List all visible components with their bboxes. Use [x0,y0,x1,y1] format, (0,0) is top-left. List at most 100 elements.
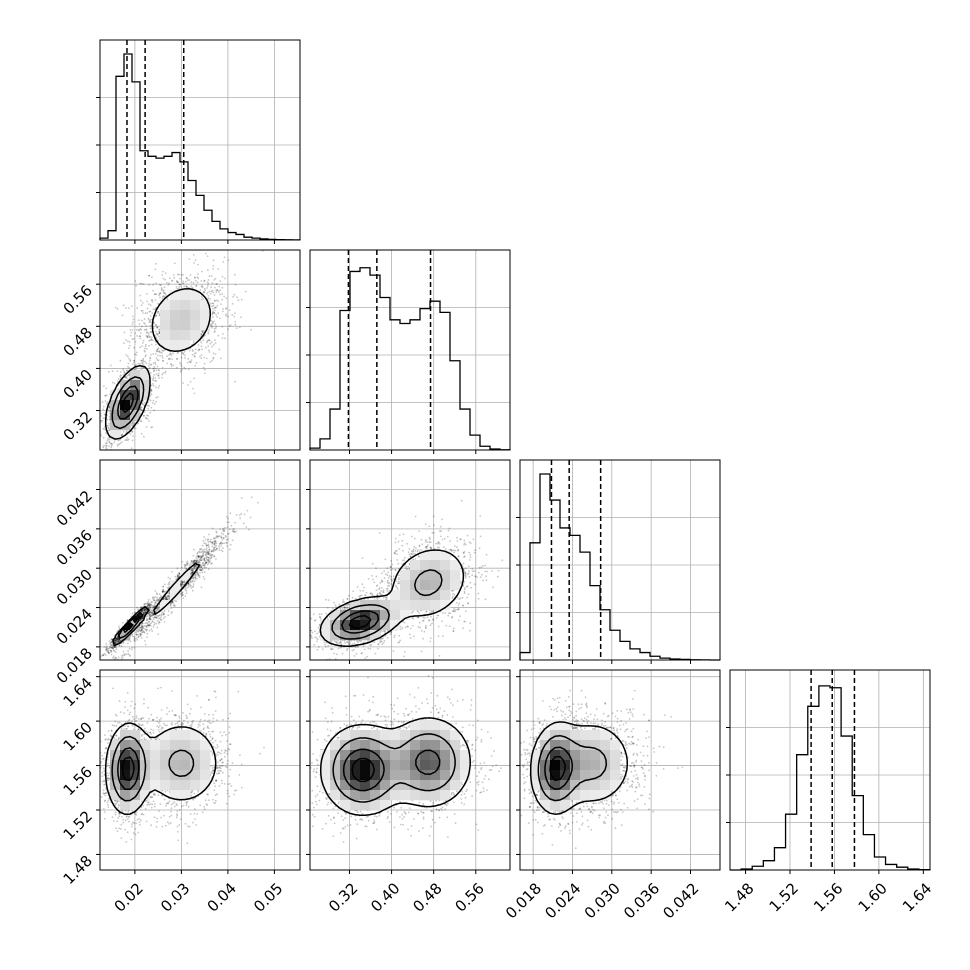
sample-point [102,417,105,419]
density-cell [180,330,191,341]
sample-point [196,281,199,284]
sample-point [198,551,201,554]
sample-point [181,593,184,596]
sample-point [199,559,202,562]
sample-point [137,630,140,633]
sample-point [221,275,224,278]
sample-point [190,563,192,565]
sample-point [227,533,229,535]
sample-point [109,643,111,645]
sample-point [119,442,122,444]
sample-point [171,601,173,603]
sample-point [231,313,234,316]
sample-point [104,394,107,397]
sample-point [176,357,178,360]
sample-point [227,328,229,331]
sample-point [162,617,165,619]
sample-point [222,333,224,335]
sample-point [140,304,143,306]
sample-point [181,591,184,594]
sample-point [221,293,224,295]
sample-point [205,561,208,564]
sample-point [152,284,155,286]
sample-point [158,593,161,595]
sample-point [180,583,183,585]
sample-point [200,295,203,297]
sample-point [182,382,184,384]
sample-point [199,549,202,551]
sample-point [210,550,213,553]
sample-point [104,400,107,402]
sample-point [207,556,209,559]
sample-point [155,380,158,382]
sample-point [216,535,219,537]
sample-point [143,612,146,614]
sample-point [191,569,194,572]
sample-point [157,302,160,305]
sample-point [203,578,206,580]
sample-point [143,603,146,605]
sample-point [131,439,134,442]
sample-point [125,653,128,656]
sample-point [141,625,143,628]
sample-point [136,630,138,633]
sample-point [177,574,179,577]
density-cell [180,290,191,301]
sample-point [157,339,160,342]
sample-point [108,647,110,650]
sample-point [145,602,148,605]
density-cell [190,320,201,331]
sample-point [155,400,158,403]
sample-point [108,438,110,441]
sample-point [165,282,168,284]
sample-point [161,288,163,291]
sample-point [143,401,146,404]
sample-point [197,572,199,575]
sample-point [109,646,112,649]
sample-point [148,629,151,632]
sample-point [111,646,114,648]
sample-point [128,367,131,369]
sample-point [139,335,142,338]
sample-point [144,610,147,613]
sample-point [216,289,219,292]
sample-point [200,285,203,288]
sample-point [102,405,105,408]
sample-point [209,297,211,300]
sample-point [146,636,148,638]
sample-point [209,559,211,561]
sample-point [132,421,135,424]
sample-point [156,609,159,612]
sample-point [126,437,129,439]
sample-point [192,554,195,557]
sample-point [143,609,146,611]
sample-point [118,640,121,643]
sample-point [106,438,109,440]
sample-point [151,611,154,614]
sample-point [154,315,157,318]
sample-point [209,540,212,543]
sample-point [157,374,160,377]
sample-point [170,363,172,365]
sample-point [130,422,132,425]
sample-point [122,370,125,372]
sample-point [110,638,113,640]
sample-point [113,646,115,648]
sample-point [152,376,155,378]
sample-point [151,612,154,615]
density-cell [200,310,211,321]
sample-point [235,530,237,533]
sample-point [179,283,182,286]
sample-point [225,314,227,317]
sample-point [152,613,155,616]
sample-point [225,536,228,538]
sample-point [127,627,129,630]
sample-point [156,614,159,617]
sample-point [142,611,145,614]
sample-point [207,568,210,571]
sample-point [210,562,212,565]
sample-point [154,601,157,604]
sample-point [101,401,104,404]
sample-point [148,607,151,610]
